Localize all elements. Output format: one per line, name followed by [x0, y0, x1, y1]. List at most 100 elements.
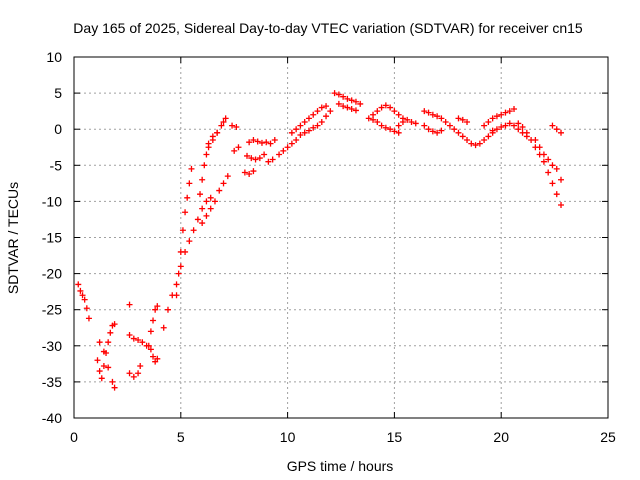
data-point	[150, 317, 157, 324]
data-point	[261, 151, 268, 158]
data-point	[374, 108, 381, 115]
data-point	[335, 100, 342, 107]
data-series	[395, 116, 419, 129]
data-point	[150, 353, 157, 360]
data-point	[553, 165, 560, 172]
data-point	[184, 194, 191, 201]
data-point	[489, 127, 496, 134]
data-point	[199, 220, 206, 227]
data-point	[523, 129, 530, 136]
data-series	[126, 301, 133, 308]
data-point	[147, 328, 154, 335]
data-series	[244, 151, 276, 165]
data-point	[459, 116, 466, 123]
x-axis-label: GPS time / hours	[287, 458, 394, 474]
data-point	[130, 335, 137, 342]
data-point	[310, 111, 317, 118]
data-point	[348, 105, 355, 112]
data-point	[224, 173, 231, 180]
data-series	[549, 122, 565, 136]
data-point	[468, 140, 475, 147]
data-point	[220, 180, 227, 187]
data-point	[511, 122, 518, 129]
data-point	[481, 137, 488, 144]
data-point	[489, 115, 496, 122]
data-point	[301, 118, 308, 125]
data-points	[75, 90, 565, 391]
y-tick-label: -25	[42, 302, 62, 318]
data-series	[246, 137, 278, 147]
data-point	[135, 337, 142, 344]
data-point	[323, 113, 330, 120]
y-tick-label: -35	[42, 374, 62, 390]
data-point	[370, 111, 377, 118]
data-point	[515, 126, 522, 133]
data-point	[244, 152, 251, 159]
data-series	[96, 339, 118, 391]
data-point	[186, 238, 193, 245]
data-point	[98, 375, 105, 382]
data-point	[481, 122, 488, 129]
data-point	[511, 105, 518, 112]
data-point	[558, 202, 565, 209]
data-point	[235, 144, 242, 151]
data-point	[318, 118, 325, 125]
data-point	[536, 144, 543, 151]
data-point	[209, 137, 216, 144]
y-tick-label: 10	[46, 49, 62, 65]
data-point	[399, 118, 406, 125]
data-point	[231, 147, 238, 154]
x-tick-label: 25	[600, 429, 616, 445]
data-point	[558, 129, 565, 136]
data-point	[199, 176, 206, 183]
y-tick-label: 0	[54, 121, 62, 137]
data-point	[446, 122, 453, 129]
data-series	[370, 102, 406, 122]
data-point	[370, 116, 377, 123]
data-point	[265, 158, 272, 165]
data-series	[532, 137, 565, 183]
data-point	[382, 124, 389, 131]
data-point	[267, 140, 274, 147]
grid-lines	[74, 57, 608, 418]
data-series	[335, 100, 359, 114]
data-point	[455, 115, 462, 122]
data-point	[395, 129, 402, 136]
data-point	[340, 93, 347, 100]
data-point	[190, 227, 197, 234]
data-series	[331, 90, 364, 107]
data-point	[109, 378, 116, 385]
data-point	[340, 103, 347, 110]
data-point	[493, 113, 500, 120]
data-point	[252, 156, 259, 163]
data-point	[173, 292, 180, 299]
data-point	[85, 315, 92, 322]
data-point	[335, 91, 342, 98]
data-point	[434, 129, 441, 136]
data-point	[331, 90, 338, 97]
data-point	[229, 122, 236, 129]
data-point	[434, 113, 441, 120]
data-point	[263, 139, 270, 146]
data-series	[421, 122, 445, 136]
data-point	[540, 151, 547, 158]
data-point	[421, 122, 428, 129]
data-point	[145, 342, 152, 349]
data-point	[391, 108, 398, 115]
x-tick-label: 0	[70, 429, 78, 445]
data-point	[378, 104, 385, 111]
data-point	[293, 126, 300, 133]
data-point	[111, 384, 118, 391]
data-point	[186, 180, 193, 187]
data-point	[205, 144, 212, 151]
data-point	[506, 108, 513, 115]
data-series	[160, 194, 214, 331]
data-point	[94, 357, 101, 364]
data-point	[485, 118, 492, 125]
data-series	[205, 115, 229, 151]
data-point	[297, 122, 304, 129]
data-point	[152, 306, 159, 313]
data-series	[197, 129, 221, 198]
data-point	[429, 111, 436, 118]
